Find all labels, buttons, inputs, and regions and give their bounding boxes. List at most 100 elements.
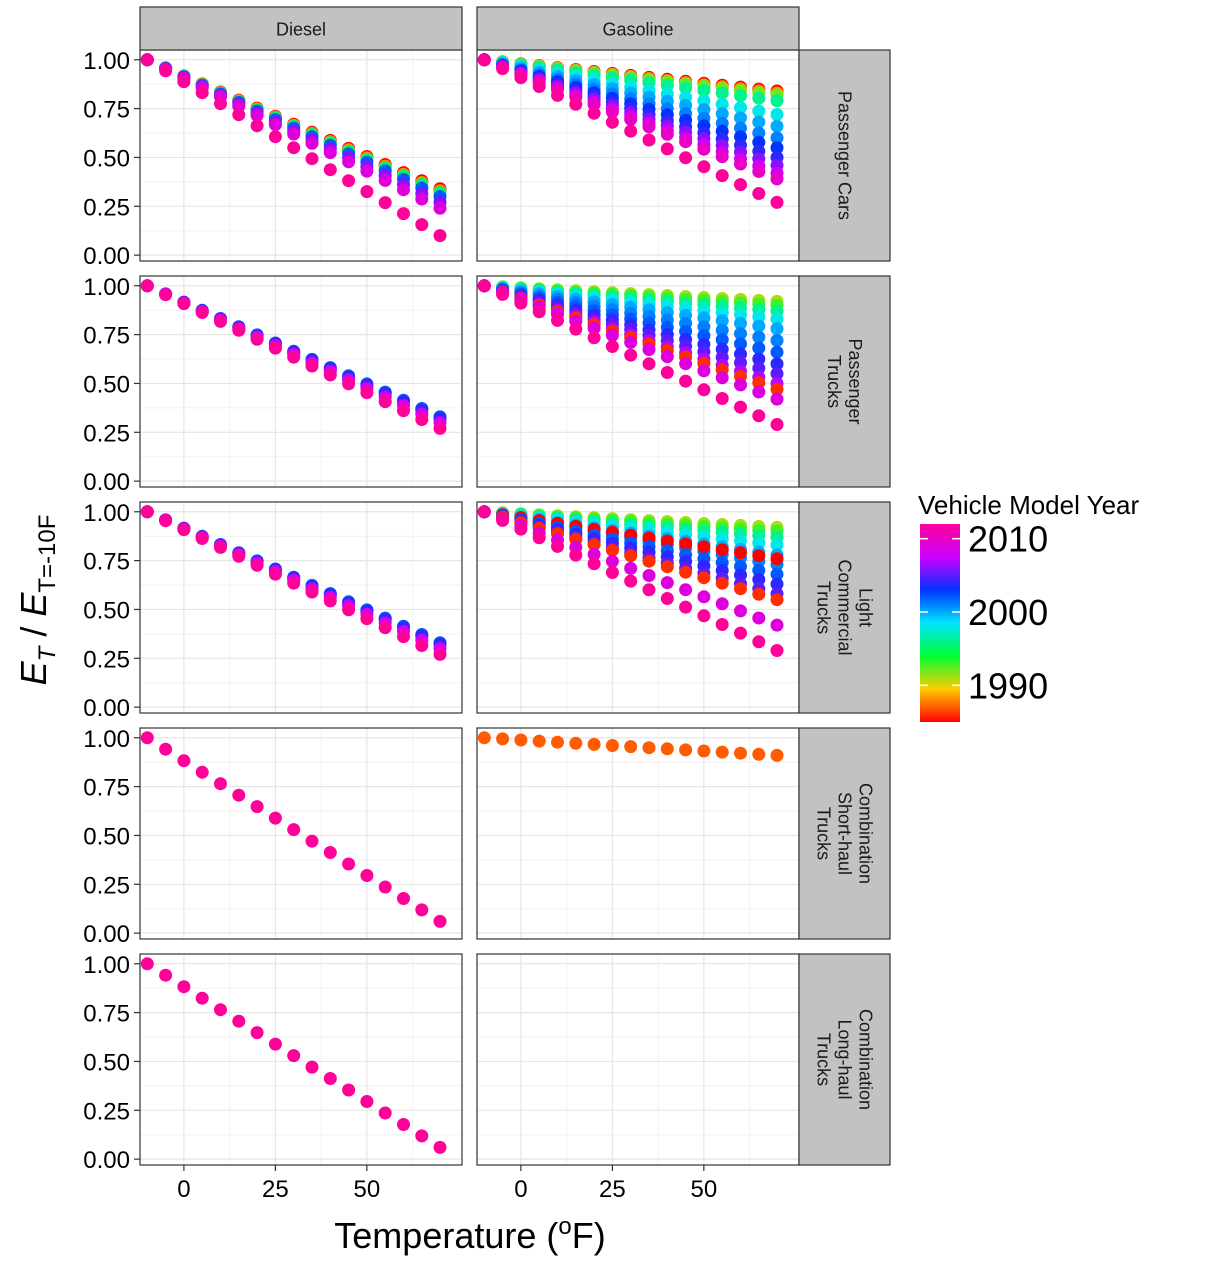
y-tick-label: 0.75: [83, 323, 130, 350]
data-point: [496, 287, 510, 301]
series-2012: [477, 279, 784, 431]
data-point: [770, 172, 784, 186]
strip-right-line: Light: [856, 588, 876, 627]
data-point: [660, 534, 674, 548]
color-legend: Vehicle Model Year 2010 2000 1990: [918, 490, 1140, 722]
strip-right-1: [798, 275, 891, 488]
data-point: [715, 107, 729, 121]
data-point: [642, 741, 656, 755]
data-point: [715, 314, 729, 328]
y-tick-label: 0.25: [83, 420, 130, 447]
data-point: [397, 404, 410, 418]
data-point: [734, 316, 747, 330]
data-point: [679, 583, 693, 597]
series-2012: [140, 53, 447, 243]
y-tick-label: 0.00: [83, 243, 130, 270]
data-point: [605, 543, 619, 557]
data-point: [734, 157, 747, 171]
y-tick-label: 0.50: [83, 823, 130, 850]
strip-right-label: CombinationShort-haulTrucks: [814, 783, 876, 884]
data-point: [752, 587, 766, 601]
data-point: [752, 187, 766, 200]
data-point: [415, 192, 429, 206]
data-point: [250, 558, 264, 572]
strip-right-line: Trucks: [814, 1033, 834, 1086]
data-point: [770, 577, 784, 591]
strip-right-label: PassengerTrucks: [824, 338, 865, 424]
y-tick-label: 0.00: [83, 695, 130, 722]
data-point: [532, 80, 546, 93]
data-point: [660, 560, 674, 574]
data-point: [734, 378, 747, 392]
data-point: [770, 322, 784, 336]
y-tick-label: 1.00: [83, 500, 130, 527]
data-point: [660, 366, 674, 379]
data-point: [642, 569, 656, 582]
data-point: [415, 1129, 429, 1143]
x-tick-label: 50: [691, 1176, 718, 1203]
points-r3-c0: [140, 731, 447, 928]
data-point: [660, 142, 674, 156]
data-point: [752, 385, 766, 399]
data-point: [679, 135, 693, 149]
data-point: [752, 91, 766, 105]
data-point: [624, 574, 638, 588]
data-point: [660, 592, 674, 605]
data-point: [342, 603, 356, 617]
data-point: [605, 340, 619, 353]
data-point: [752, 747, 766, 761]
data-point: [214, 1003, 227, 1017]
strip-right-3: [798, 727, 891, 940]
panel-background: [477, 728, 799, 939]
data-point: [305, 152, 319, 166]
data-point: [734, 546, 747, 560]
data-point: [715, 323, 729, 337]
data-point: [268, 118, 282, 132]
data-point: [697, 383, 711, 397]
legend-tick-label: 1990: [968, 665, 1048, 706]
y-axis-label-sub2: T=-10F: [34, 515, 61, 593]
strip-right-label: Passenger Cars: [835, 91, 855, 220]
data-point: [342, 857, 356, 871]
data-point: [250, 108, 264, 122]
data-point: [752, 563, 766, 577]
data-point: [433, 914, 447, 928]
data-point: [159, 742, 173, 756]
y-tick-label: 0.00: [83, 469, 130, 496]
data-point: [287, 823, 301, 837]
data-point: [323, 146, 337, 160]
data-point: [342, 377, 356, 391]
data-point: [323, 368, 337, 382]
data-point: [679, 374, 693, 388]
data-point: [770, 552, 784, 566]
data-point: [360, 164, 374, 178]
data-point: [287, 141, 301, 155]
data-point: [140, 53, 154, 67]
x-axis-label: Temperature (oF): [334, 1213, 605, 1256]
data-point: [734, 89, 747, 103]
points-r2-c0: [140, 505, 447, 661]
x-tick-label: 50: [354, 1176, 381, 1203]
data-point: [569, 322, 583, 336]
data-point: [287, 350, 301, 364]
strip-right-2: [798, 501, 891, 714]
data-point: [250, 119, 264, 133]
data-point: [195, 532, 209, 545]
legend-tick-label: 2000: [968, 592, 1048, 633]
data-point: [397, 183, 410, 197]
data-point: [752, 635, 766, 649]
data-point: [159, 64, 173, 78]
y-tick-label: 0.50: [83, 371, 130, 398]
data-point: [477, 731, 491, 745]
strip-right-line: Long-haul: [835, 1019, 855, 1099]
data-point: [415, 413, 429, 426]
data-point: [159, 288, 173, 302]
panel-r4-c0: [140, 954, 462, 1165]
data-point: [770, 119, 784, 133]
data-point: [624, 561, 638, 575]
y-tick-label: 1.00: [83, 952, 130, 979]
data-point: [752, 536, 766, 550]
legend-title: Vehicle Model Year: [918, 490, 1140, 520]
data-point: [214, 540, 227, 554]
